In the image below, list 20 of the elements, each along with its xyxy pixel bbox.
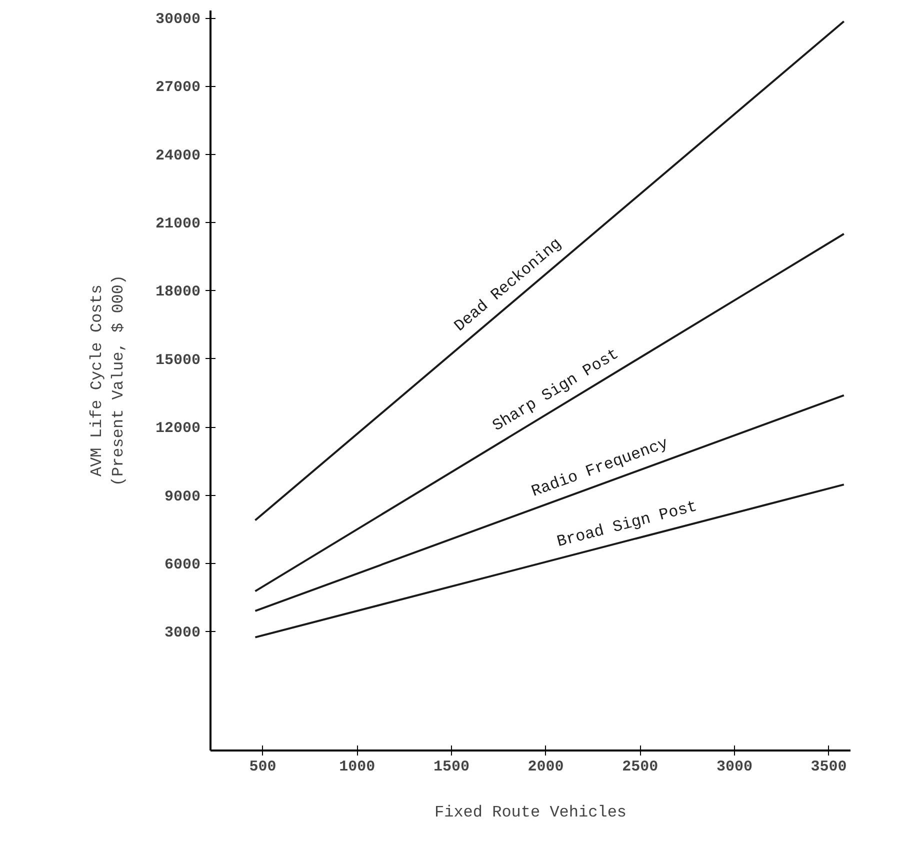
y-tick-label: 18000	[155, 284, 201, 301]
y-tick-label: 12000	[155, 420, 201, 438]
y-tick-label: 30000	[155, 11, 201, 28]
y-tick-label: 6000	[164, 556, 201, 574]
x-tick-label: 1500	[433, 758, 470, 776]
y-tick-label: 9000	[164, 488, 201, 506]
x-tick-label: 3500	[810, 758, 847, 776]
y-tick-label: 3000	[164, 624, 201, 642]
text: Broad Sign Post	[555, 498, 699, 552]
y-tick-label: 21000	[155, 216, 201, 233]
x-axis-title: Fixed Route Vehicles	[434, 804, 627, 822]
x-tick-label: 500	[249, 758, 276, 776]
y-axis-title: AVM Life Cycle Costs (Present Value, $ 000)	[88, 274, 128, 486]
x-tick-label: 2500	[622, 758, 658, 776]
x-tick-label: 2000	[528, 758, 564, 776]
x-tick-label: 3000	[716, 758, 752, 776]
x-tick-label: 1000	[339, 758, 376, 776]
y-tick-label: 15000	[155, 352, 201, 369]
y-tick-label: 24000	[155, 147, 201, 164]
y-tick-label: 27000	[155, 79, 201, 96]
